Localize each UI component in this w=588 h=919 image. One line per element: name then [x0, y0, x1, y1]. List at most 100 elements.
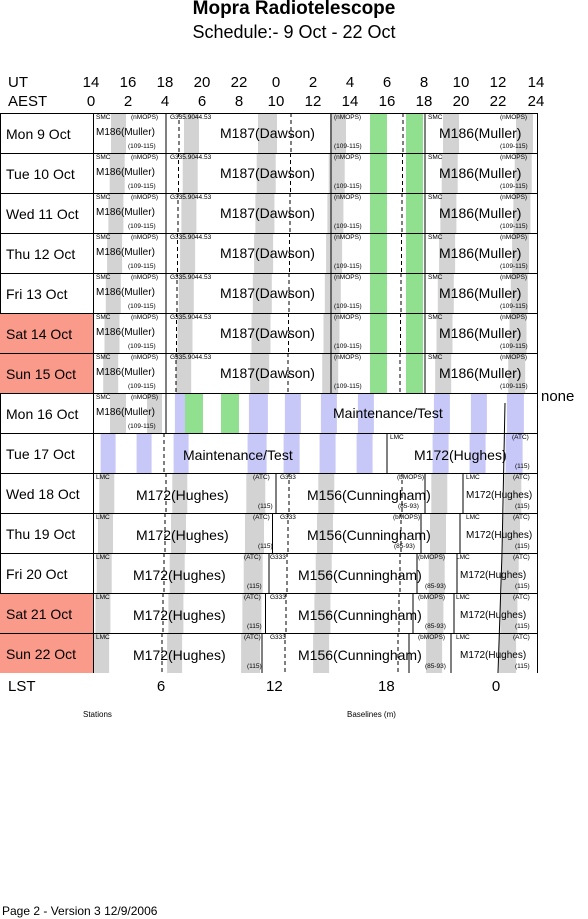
maint-stripe: [357, 393, 374, 433]
day-label: Mon 16 Oct: [6, 406, 79, 422]
lmc-tag: LMC: [456, 554, 470, 561]
grey-stripe: [503, 513, 520, 553]
nmops-tag: (nMOPS): [500, 194, 528, 201]
atc-tag: (ATC): [513, 514, 530, 521]
grey-stripe: [108, 193, 124, 233]
maint-stripe: [506, 393, 524, 433]
bmops-tag: (bMOPS): [393, 514, 421, 521]
ut_ticks-tick: 4: [345, 74, 355, 91]
grey-stripe: [315, 553, 332, 593]
page-title: Mopra Radiotelescope: [192, 0, 396, 19]
n115-tag: (115): [515, 583, 530, 590]
day-label: Thu 19 Oct: [6, 526, 76, 542]
range-tag: (109-115): [500, 263, 528, 270]
grey-stripe: [435, 353, 452, 393]
grey-stripe: [251, 313, 271, 353]
day-label: Wed 11 Oct: [6, 206, 79, 222]
m186-label: M186(Muller): [439, 245, 522, 261]
grey-stripe: [437, 273, 454, 313]
maint-stripe: [432, 433, 449, 473]
grey-stripe: [181, 193, 197, 233]
grey-stripe: [171, 513, 186, 553]
day-label: Sun 15 Oct: [0, 354, 93, 393]
grey-stripe: [318, 473, 335, 513]
nmops-tag: (nMOPS): [131, 154, 159, 161]
grey-stripe: [514, 153, 532, 193]
range-tag: (109-115): [128, 143, 156, 150]
maint-stripe: [356, 433, 373, 473]
green-block: [406, 313, 423, 353]
grey-stripe: [167, 633, 183, 673]
ut_ticks-tick: 16: [119, 74, 137, 91]
lmc-tag: LMC: [390, 434, 404, 441]
grey-stripe: [169, 553, 185, 593]
m187-label: M187(Dawson): [220, 285, 315, 301]
m172-small: M172(Hughes): [466, 490, 533, 501]
footer-text: Page 2 - Version 3 12/9/2006: [2, 904, 158, 918]
aest_ticks-tick: 24: [527, 93, 545, 110]
m187-label: M187(Dawson): [220, 325, 315, 341]
range-tag: (109-115): [500, 343, 528, 350]
range-tag: (85-93): [425, 583, 446, 590]
range-tag: (109-115): [128, 423, 156, 430]
m187-label: M187(Dawson): [220, 165, 315, 181]
m172-label: M172(Hughes): [133, 607, 226, 623]
n115-tag: (115): [258, 503, 273, 510]
g-tag: G335.9044.53: [170, 274, 212, 281]
n115-tag: (115): [247, 583, 262, 590]
n115-tag: (115): [247, 623, 262, 630]
range-tag: (109-115): [334, 303, 362, 310]
ut_ticks-tick: 22: [230, 74, 248, 91]
grey-stripe: [508, 353, 526, 393]
ut_ticks-tick: 0: [271, 74, 281, 91]
m172-label: M172(Hughes): [133, 567, 226, 583]
aest_ticks-tick: 16: [378, 93, 396, 110]
range-tag: (85-93): [425, 663, 446, 670]
m186-label: M186(Muller): [439, 325, 522, 341]
grey-stripe: [516, 113, 533, 153]
schedule-row: [0, 513, 538, 554]
m156-label: M156(Cunningham): [298, 607, 422, 623]
nmops-tag: (nMOPS): [334, 314, 362, 321]
m172-small: M172(Hughes): [466, 530, 533, 541]
g-tag: G335.9044.53: [170, 354, 212, 361]
m186-label: M186(Muller): [96, 407, 155, 418]
lmc-tag: LMC: [456, 594, 470, 601]
none-note: none: [541, 388, 575, 405]
ut-label: UT: [8, 74, 28, 91]
atc-tag: (ATC): [513, 474, 530, 481]
lmc-tag: LMC: [96, 594, 110, 601]
maint-stripe: [100, 433, 116, 473]
smc-tag: SMC: [428, 234, 443, 241]
g333-tag: G333: [270, 554, 286, 561]
m172-label: M172(Hughes): [136, 527, 229, 543]
atc-tag: (ATC): [513, 554, 530, 561]
day-label: Sat 21 Oct: [0, 594, 93, 633]
aest_ticks-tick: 2: [123, 93, 133, 110]
aest_ticks-tick: 18: [415, 93, 433, 110]
n115-tag: (115): [515, 623, 530, 630]
green-block: [370, 193, 387, 233]
range-tag: (85-93): [394, 543, 415, 550]
range-tag: (109-115): [128, 263, 156, 270]
m156-label: M156(Cunningham): [307, 527, 431, 543]
g333-tag: G333: [270, 594, 286, 601]
grid-border: [0, 113, 538, 673]
maint-stripe: [248, 393, 268, 433]
smc-tag: SMC: [96, 234, 111, 241]
range-tag: (109-115): [128, 223, 156, 230]
aest_ticks-tick: 20: [452, 93, 470, 110]
grey-stripe: [428, 553, 445, 593]
grey-stripe: [109, 153, 125, 193]
smc-tag: SMC: [428, 114, 443, 121]
grey-stripe: [103, 353, 119, 393]
green-block: [370, 353, 387, 393]
grey-stripe: [426, 633, 443, 673]
day-label: Fri 13 Oct: [6, 286, 68, 302]
smc-tag: SMC: [428, 314, 443, 321]
smc-tag: SMC: [96, 154, 111, 161]
n115-tag: (115): [515, 503, 530, 510]
aest_ticks-tick: 0: [86, 93, 96, 110]
m186-label: M186(Muller): [96, 327, 155, 338]
m156-label: M156(Cunningham): [307, 487, 431, 503]
